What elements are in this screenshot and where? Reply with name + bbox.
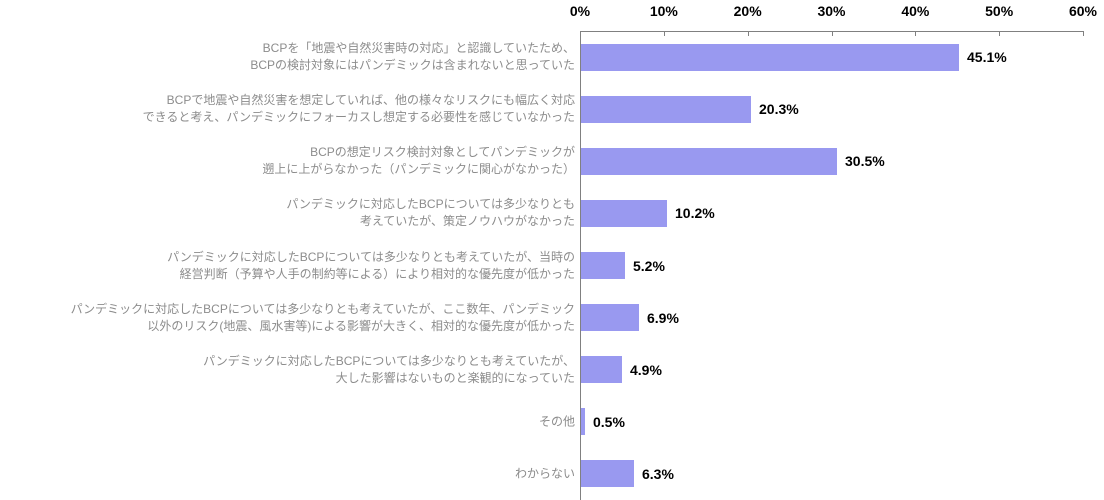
category-label-line: BCPの想定リスク検討対象としてパンデミックが (310, 145, 575, 160)
x-axis-tick-label: 60% (1068, 3, 1098, 19)
category-label: パンデミックに対応したBCPについては多少なりとも考えていたが、当時の経営判断（… (9, 249, 575, 283)
category-label-line: できると考え、パンデミックにフォーカスし想定する必要性を感じていなかった (142, 110, 575, 125)
category-label-line: パンデミックに対応したBCPについては多少なりとも (286, 197, 575, 212)
bar (581, 460, 634, 488)
bar (581, 356, 622, 384)
category-label-line: BCPの検討対象にはパンデミックは含まれないと思っていた (250, 58, 575, 73)
value-label: 5.2% (633, 257, 665, 274)
category-label-line: BCPを「地震や自然災害時の対応」と認識していたため、 (262, 41, 575, 56)
category-label: BCPの想定リスク検討対象としてパンデミックが遡上に上がらなかった（パンデミック… (9, 144, 575, 178)
category-label: わからない (9, 465, 575, 482)
category-label: BCPを「地震や自然災害時の対応」と認識していたため、 BCPの検討対象にはパンデ… (9, 40, 575, 74)
category-label-line: わからない (514, 466, 575, 481)
category-label-line: パンデミックに対応したBCPについては多少なりとも考えていたが、 (203, 353, 575, 368)
x-axis-tick-mark (999, 31, 1001, 36)
x-axis-tick-mark (747, 31, 749, 36)
x-axis-tick-mark (663, 31, 665, 36)
category-label-line: 経営判断（予算や人手の制約等による）により相対的な優先度が低かった (179, 266, 575, 281)
category-label: パンデミックに対応したBCPについては多少なりとも考えていたが、大した影響はない… (9, 353, 575, 387)
x-axis-tick-label: 40% (901, 3, 930, 19)
x-axis-tick-mark (831, 31, 833, 36)
value-label: 6.3% (642, 465, 674, 482)
value-label: 45.1% (967, 49, 1007, 66)
category-label: その他 (9, 413, 575, 430)
value-label: 6.9% (647, 309, 679, 326)
category-label-line: 考えていたが、策定ノウハウがなかった (359, 214, 575, 229)
x-axis-tick-mark (915, 31, 917, 36)
x-axis-tick-mark (1083, 31, 1084, 36)
category-label: パンデミックに対応したBCPについては多少なりとも考えていたが、策定ノウハウがな… (9, 196, 575, 230)
category-label-line: その他 (538, 414, 575, 429)
value-label: 4.9% (630, 361, 662, 378)
category-label-line: 遡上に上がらなかった（パンデミックに関心がなかった） (262, 162, 575, 177)
y-axis-line (580, 31, 581, 500)
category-label-line: パンデミックに対応したBCPについては多少なりとも考えていたが、当時の (167, 249, 575, 264)
value-label: 20.3% (759, 101, 799, 118)
category-label-line: 以外のリスク(地震、風水害等)による影響が大きく、相対的な優先度が低かった (147, 318, 575, 333)
category-label-line: BCPで地震や自然災害を想定していれば、他の様々なリスクにも幅広く対応 (166, 93, 575, 108)
category-label: パンデミックに対応したBCPについては多少なりとも考えていたが、ここ数年、パンデ… (9, 301, 575, 335)
value-label: 10.2% (675, 205, 715, 222)
x-axis-tick-label: 30% (817, 3, 846, 19)
x-axis-tick-label: 0% (569, 3, 591, 19)
bar (581, 95, 751, 123)
bar (581, 304, 639, 332)
x-axis-tick-label: 20% (733, 3, 762, 19)
category-label-line: パンデミックに対応したBCPについては多少なりとも考えていたが、ここ数年、パンデ… (70, 301, 575, 316)
bar (581, 408, 585, 436)
x-axis-tick-label: 50% (985, 3, 1014, 19)
bar (581, 43, 959, 71)
category-label: BCPで地震や自然災害を想定していれば、他の様々なリスクにも幅広く対応できると考… (9, 92, 575, 126)
bar (581, 199, 667, 227)
value-label: 30.5% (845, 153, 885, 170)
value-label: 0.5% (593, 413, 625, 430)
bar (581, 252, 625, 279)
bar (581, 147, 837, 175)
category-label-line: 大した影響はないものと楽観的になっていた (335, 370, 575, 385)
x-axis-tick-label: 10% (649, 3, 678, 19)
